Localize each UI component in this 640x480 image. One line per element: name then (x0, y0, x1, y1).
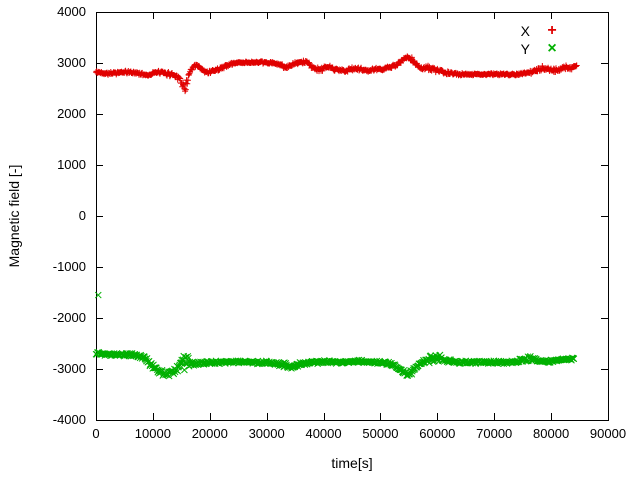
y-tick-label: -4000 (52, 412, 86, 427)
x-tick-label: 0 (92, 426, 100, 441)
legend-marker-plus-icon: + (547, 22, 557, 39)
x-tick-label: 90000 (589, 426, 627, 441)
x-axis-title: time[s] (331, 455, 373, 471)
x-tick-label: 10000 (134, 426, 171, 441)
x-tick-label: 70000 (476, 426, 513, 441)
legend-label: Y (520, 41, 530, 57)
legend: X + Y × (521, 22, 574, 58)
x-tick-label: 80000 (533, 426, 570, 441)
y-tick-label: -3000 (52, 361, 86, 376)
legend-label: X (520, 23, 530, 39)
y-tick-label: 2000 (57, 106, 86, 121)
legend-marker-cross-icon: × (547, 40, 557, 57)
x-tick-label: 60000 (419, 426, 456, 441)
x-tick-label: 30000 (248, 426, 285, 441)
legend-entry: X + (521, 22, 574, 40)
y-axis-title: Magnetic field [-] (6, 164, 22, 268)
y-tick-label: -2000 (52, 310, 86, 325)
x-tick-label: 20000 (191, 426, 228, 441)
y-tick-label: 4000 (57, 4, 86, 19)
x-tick-label: 40000 (305, 426, 342, 441)
x-tick-label: 50000 (362, 426, 399, 441)
y-tick-label: 1000 (57, 157, 86, 172)
legend-entry: Y × (521, 40, 574, 58)
y-tick-label: 3000 (57, 55, 86, 70)
y-tick-label: 0 (78, 208, 86, 223)
y-tick-label: -1000 (52, 259, 86, 274)
